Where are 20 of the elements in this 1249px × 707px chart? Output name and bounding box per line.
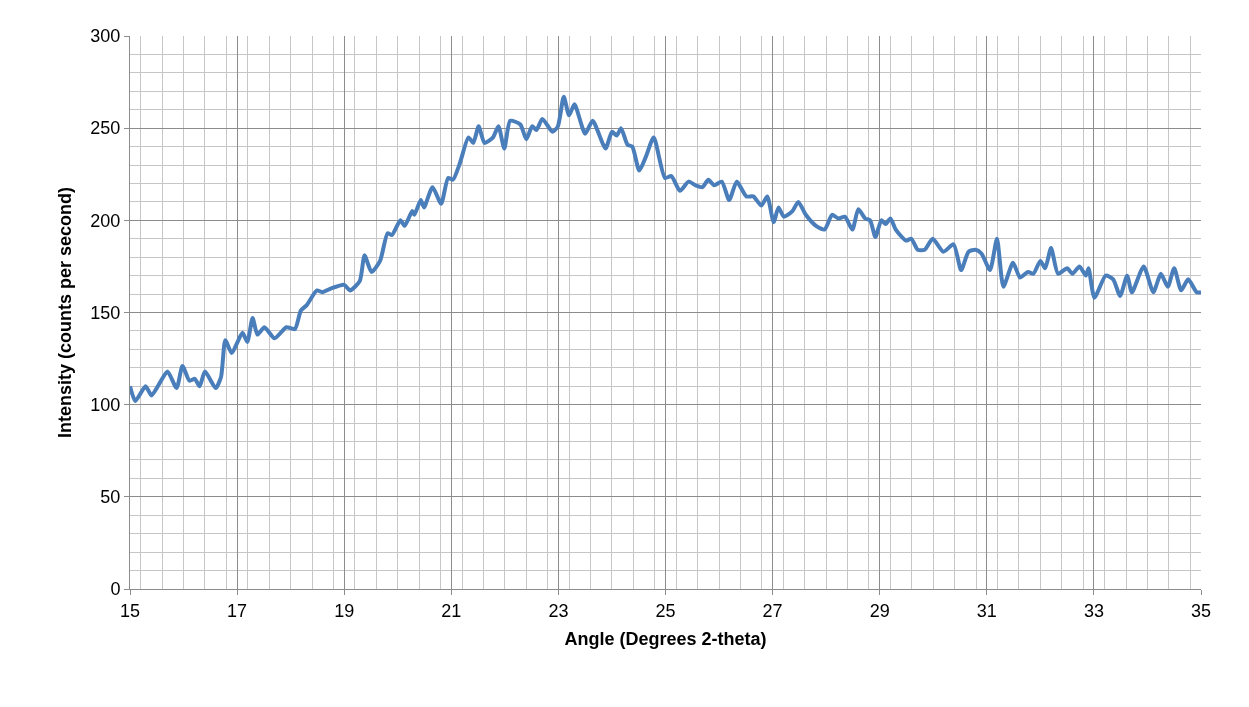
- x-tick-label: 23: [548, 600, 569, 621]
- y-tick-label: 300: [90, 26, 121, 47]
- y-axis-title: Intensity (counts per second): [54, 186, 75, 439]
- x-tick-label: 31: [976, 600, 997, 621]
- x-tick-label: 35: [1190, 600, 1212, 621]
- y-tick-label: 100: [90, 394, 121, 415]
- y-tick-label: 0: [110, 579, 121, 600]
- y-tick-label: 150: [90, 302, 121, 323]
- x-tick-label: 27: [762, 600, 783, 621]
- x-tick-label: 15: [119, 600, 141, 621]
- x-tick-label: 21: [441, 600, 462, 621]
- x-axis-title: Angle (Degrees 2-theta): [564, 628, 767, 649]
- x-tick-label: 19: [334, 600, 355, 621]
- x-tick-label: 33: [1083, 600, 1104, 621]
- y-tick-label: 50: [100, 487, 121, 508]
- x-tick-label: 25: [655, 600, 676, 621]
- y-tick-label: 250: [90, 118, 121, 139]
- x-tick-label: 29: [869, 600, 890, 621]
- x-tick-label: 17: [227, 600, 248, 621]
- y-tick-label: 200: [90, 210, 121, 231]
